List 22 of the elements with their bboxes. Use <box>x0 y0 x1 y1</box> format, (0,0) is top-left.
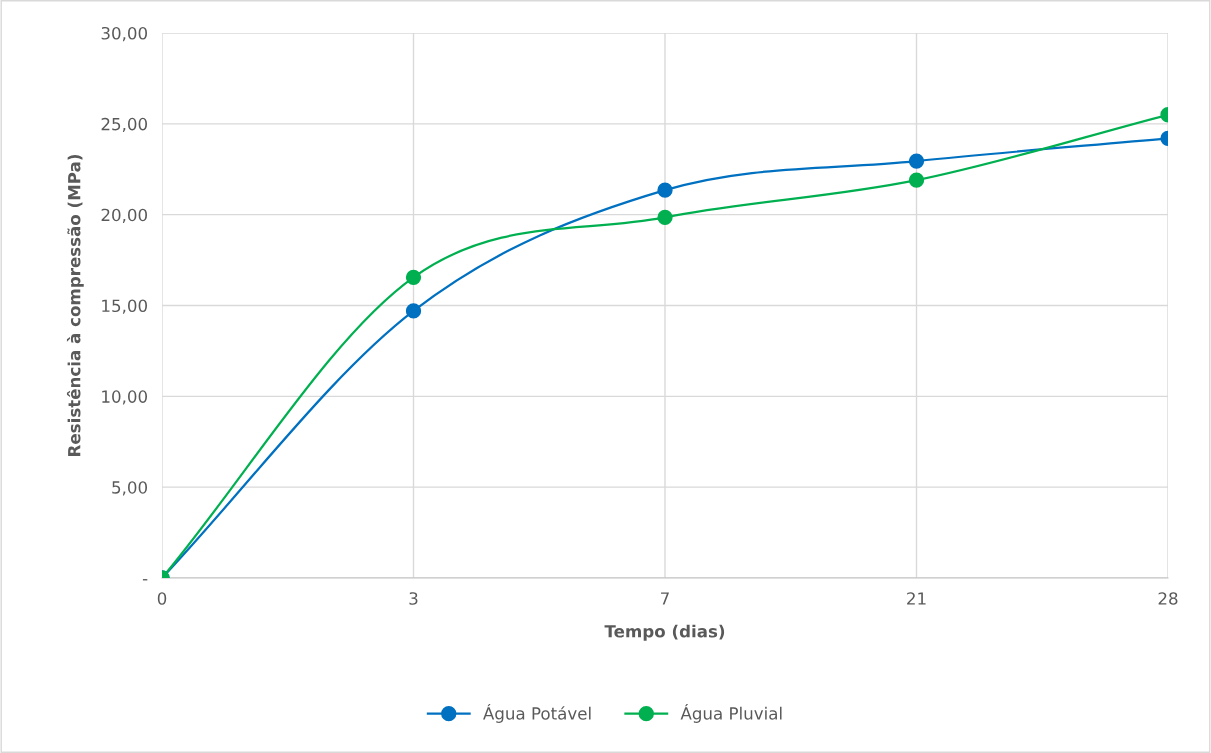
point <box>405 303 422 319</box>
y-tick-label: - <box>142 579 148 581</box>
point <box>657 182 673 198</box>
y-tick-label: 15,00 <box>102 299 147 314</box>
point <box>908 172 925 188</box>
x-tick-label: 28 <box>1158 592 1178 605</box>
x-axis-title: Tempo (dias) <box>604 624 725 641</box>
x-tick-label: 3 <box>409 592 418 605</box>
y-axis-title: Resistência à compressão (MPa) <box>66 155 84 456</box>
y-tick-label: 20,00 <box>101 208 147 223</box>
x-tick-label: 0 <box>157 592 167 605</box>
point <box>908 153 925 169</box>
legend-label: Água Pluvial <box>680 704 782 723</box>
x-tick-label: 7 <box>661 592 669 605</box>
y-tick-label: 10,00 <box>102 390 147 405</box>
y-tick-label: 30,00 <box>101 26 147 42</box>
legend-label: Água Potável <box>483 704 591 723</box>
x-tick-label: 21 <box>907 592 926 605</box>
y-tick-label: 5,00 <box>112 481 147 496</box>
point <box>657 209 673 226</box>
point <box>405 269 422 285</box>
y-tick-label: 25,00 <box>101 117 147 133</box>
